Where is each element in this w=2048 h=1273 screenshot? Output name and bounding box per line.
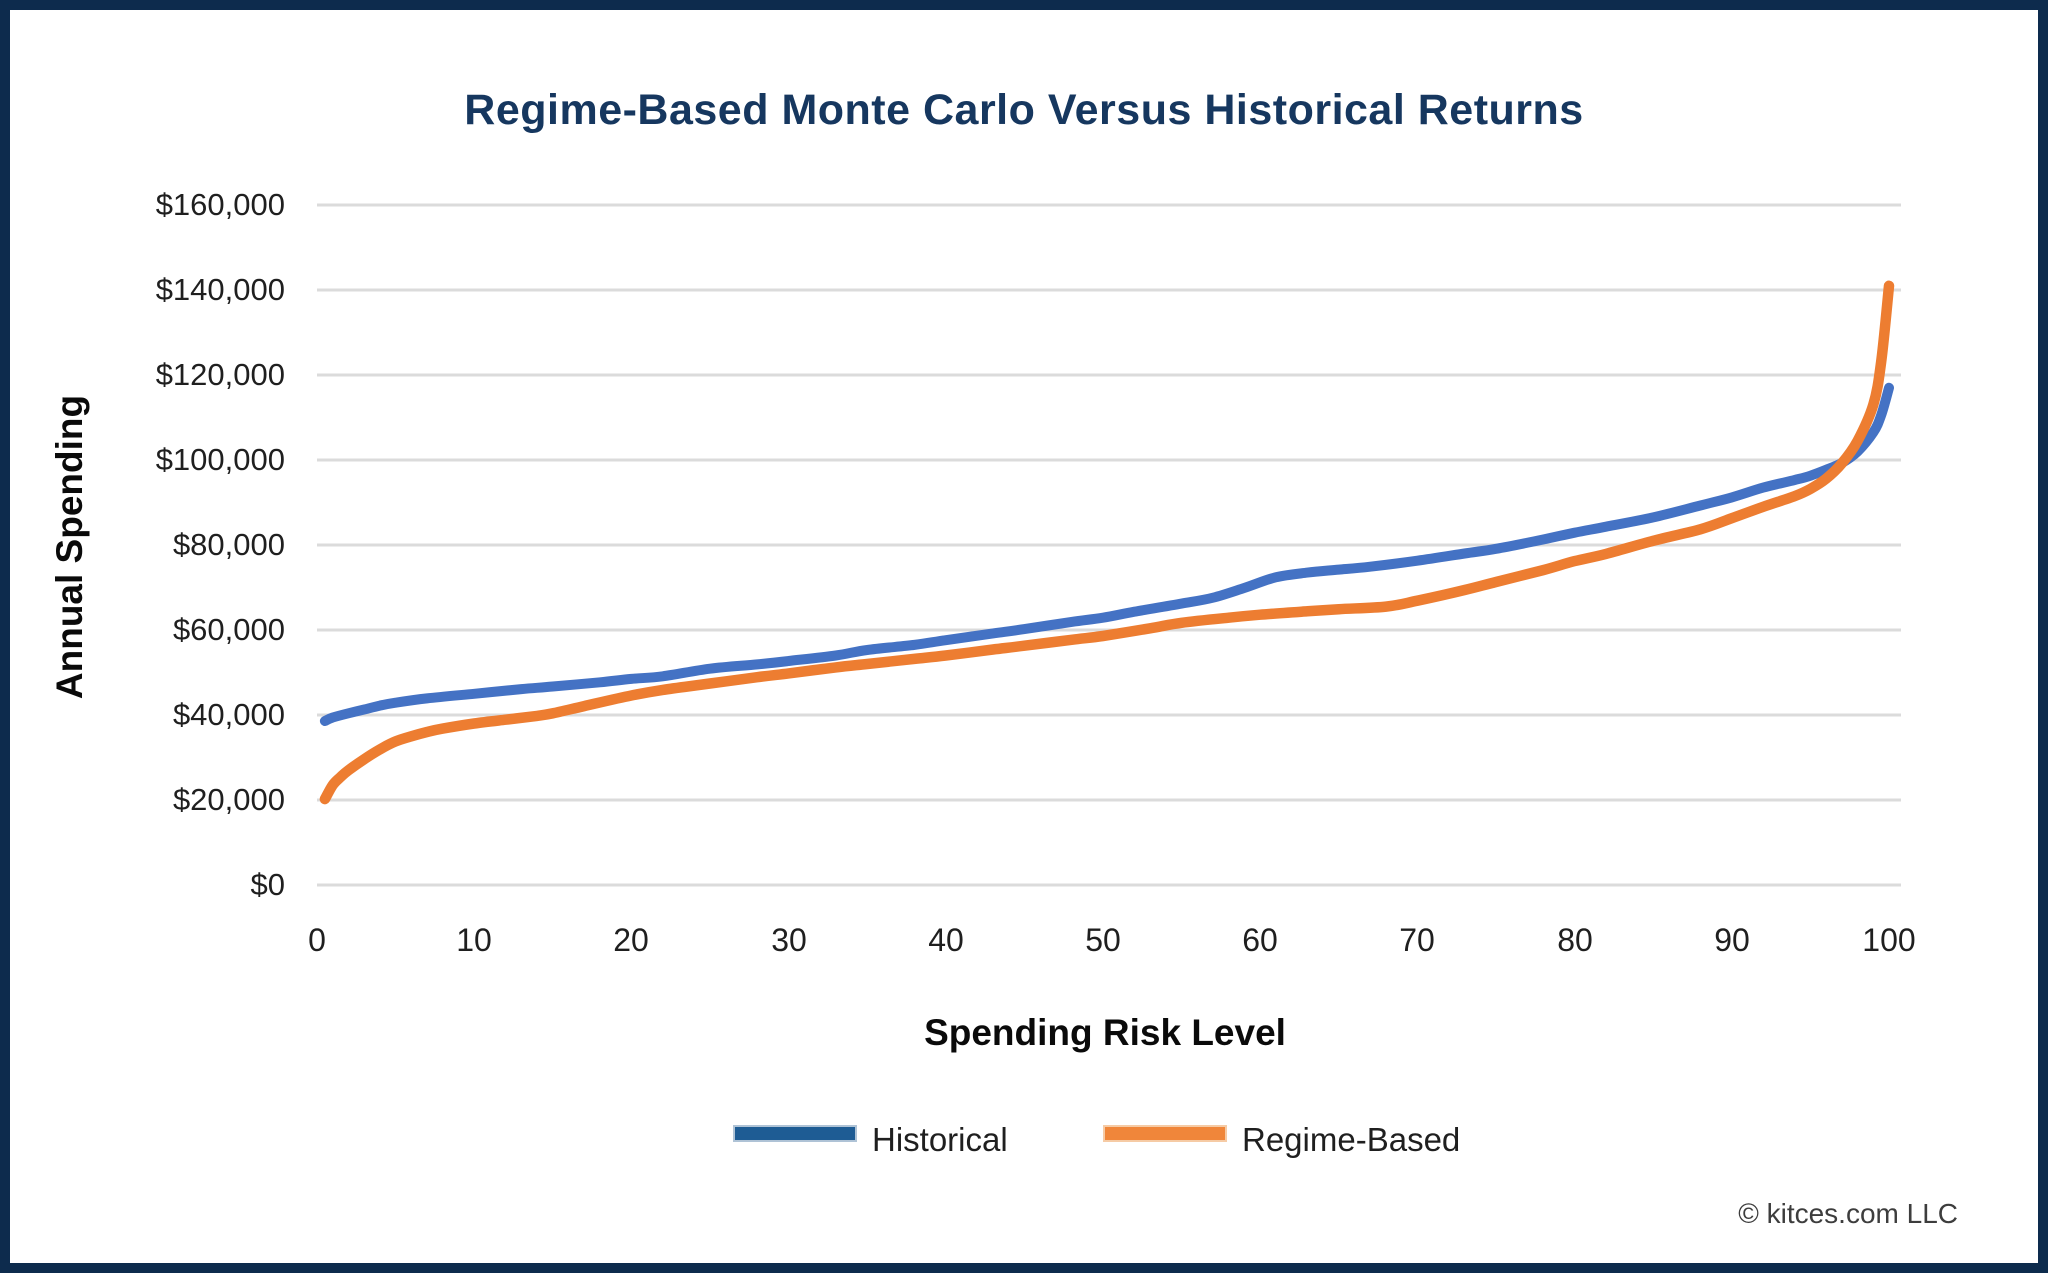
x-tick-label: 0 — [308, 922, 326, 958]
x-tick-label: 100 — [1862, 922, 1916, 958]
legend-swatch-historical — [733, 1125, 857, 1142]
legend-swatch-regime-based — [1103, 1125, 1227, 1142]
series-line-regime-based — [319, 280, 1895, 805]
y-tick-label: $60,000 — [172, 612, 285, 647]
y-tick-label: $0 — [250, 867, 285, 902]
x-tick-label: 70 — [1399, 922, 1435, 958]
y-tick-label: $20,000 — [172, 782, 285, 817]
x-tick-label: 50 — [1085, 922, 1121, 958]
copyright-footer: © kitces.com LLC — [1738, 1198, 1958, 1229]
y-tick-label: $80,000 — [172, 527, 285, 562]
y-tick-label: $40,000 — [172, 697, 285, 732]
y-axis-title: Annual Spending — [49, 394, 90, 700]
y-tick-label: $140,000 — [155, 272, 285, 307]
legend-label-historical: Historical — [872, 1121, 1008, 1158]
y-tick-label: $120,000 — [155, 357, 285, 392]
x-tick-label: 30 — [771, 922, 807, 958]
chart-title: Regime-Based Monte Carlo Versus Historic… — [464, 86, 1584, 134]
series-line-historical — [319, 382, 1894, 726]
x-tick-label: 80 — [1557, 922, 1593, 958]
y-tick-label: $160,000 — [155, 187, 285, 222]
x-tick-label: 90 — [1714, 922, 1750, 958]
x-tick-label: 40 — [928, 922, 964, 958]
x-tick-label: 20 — [613, 922, 649, 958]
x-tick-label: 60 — [1242, 922, 1278, 958]
legend-label-regime-based: Regime-Based — [1242, 1121, 1461, 1158]
x-axis-title: Spending Risk Level — [924, 1012, 1286, 1053]
x-tick-label: 10 — [456, 922, 492, 958]
y-tick-label: $100,000 — [155, 442, 285, 477]
